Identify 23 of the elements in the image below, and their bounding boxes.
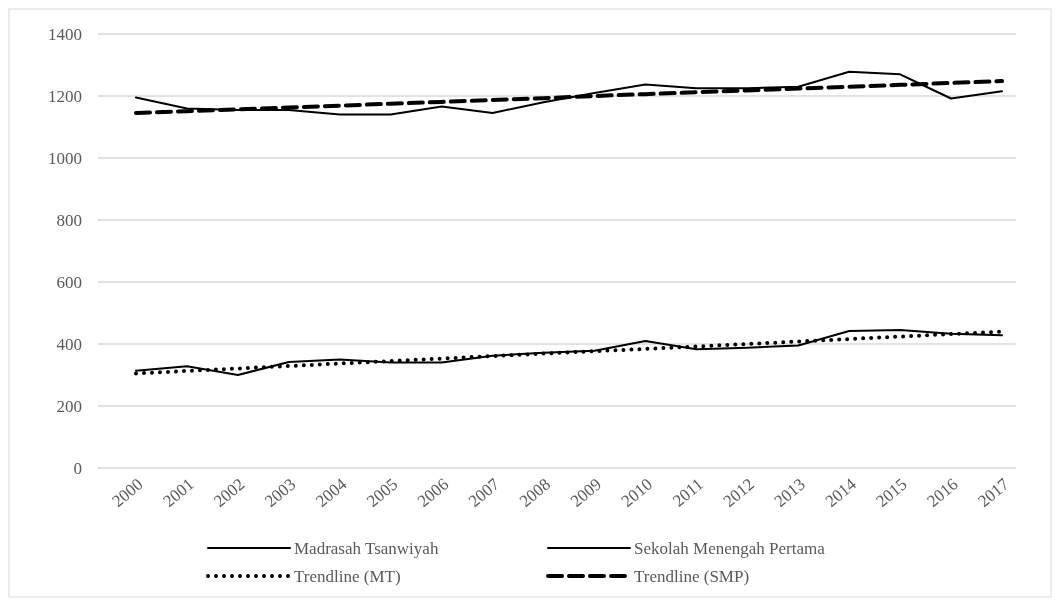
y-tick-label: 400: [56, 334, 82, 354]
legend-label: Trendline (SMP): [634, 566, 750, 586]
y-tick-label: 1000: [48, 148, 82, 168]
y-tick-label: 1400: [48, 24, 82, 44]
y-tick-label: 200: [56, 396, 82, 416]
x-tick-label: 2011: [669, 474, 707, 511]
legend-label: Trendline (MT): [294, 566, 401, 586]
x-tick-label: 2012: [719, 474, 758, 511]
x-tick-label: 2008: [515, 474, 555, 511]
x-tick-label: 2001: [159, 474, 198, 511]
y-tick-label: 1200: [48, 86, 82, 106]
y-tick-label: 800: [56, 210, 82, 230]
x-tick-label: 2010: [617, 474, 656, 511]
x-tick-label: 2009: [566, 474, 606, 511]
y-tick-label: 0: [73, 458, 82, 478]
line-series: [135, 70, 1003, 116]
y-tick-label: 600: [56, 272, 82, 292]
legend-label: Madrasah Tsanwiyah: [294, 538, 439, 558]
legend-label: Sekolah Menengah Pertama: [634, 538, 826, 558]
x-tick-label: 2002: [210, 474, 249, 511]
x-tick-label: 2003: [261, 474, 300, 511]
x-tick-label: 2013: [770, 474, 809, 511]
x-tick-label: 2000: [108, 474, 147, 511]
